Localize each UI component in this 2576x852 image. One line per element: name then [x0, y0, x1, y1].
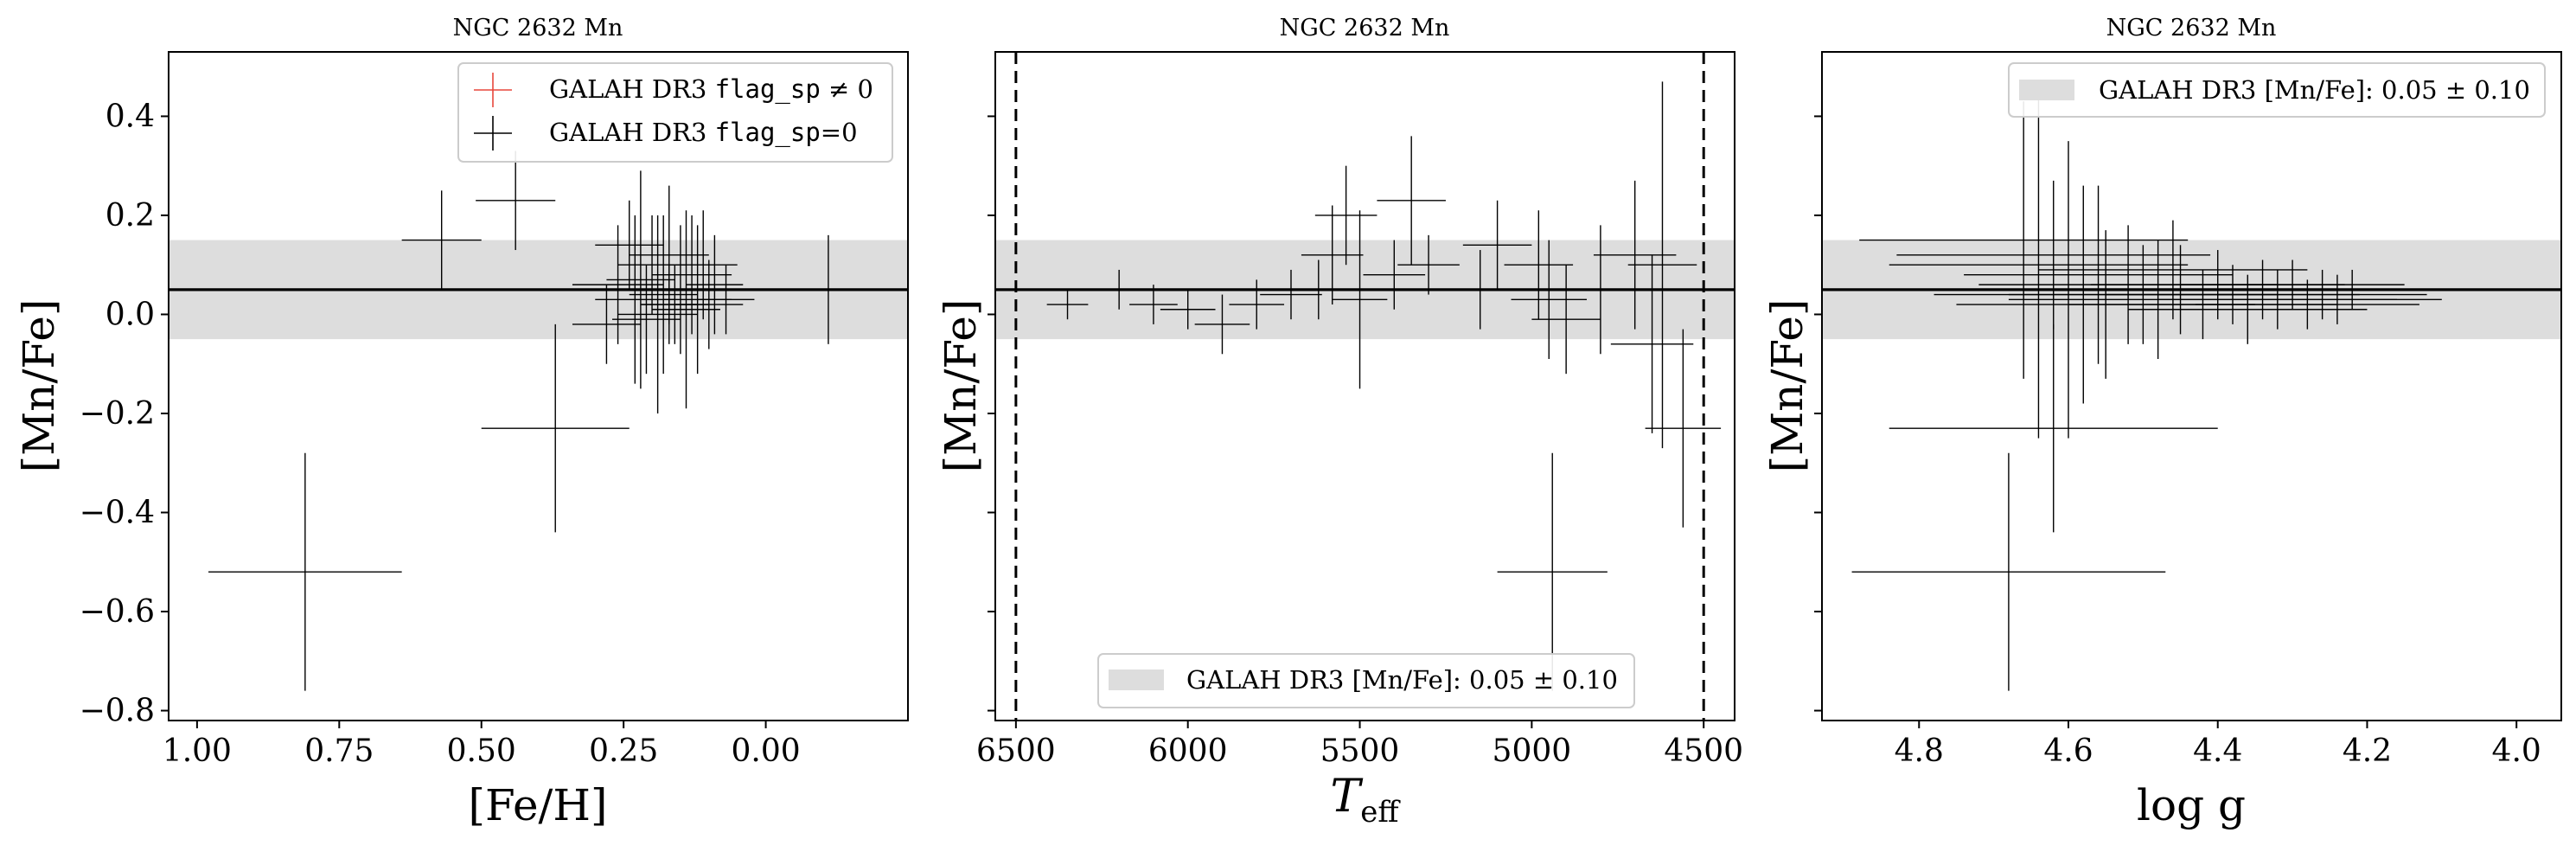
y-tick-label: 0.2 — [105, 198, 155, 234]
legend-marker-band — [2019, 80, 2074, 100]
data-point — [1610, 254, 1694, 433]
data-point — [1194, 294, 1250, 355]
y-axis-label: [Mn/Fe] — [1762, 299, 1812, 473]
legend-marker-flag-zero — [474, 116, 512, 151]
data-point — [1160, 289, 1216, 330]
x-tick-label: 4.8 — [1895, 733, 1944, 769]
data-point — [686, 234, 744, 335]
data-point — [1229, 279, 1285, 330]
x-tick-label: 6000 — [1148, 733, 1228, 769]
y-axis-label: [Mn/Fe] — [936, 299, 986, 473]
data-point — [1497, 452, 1608, 691]
legend: GALAH DR3 [Mn/Fe]: 0.05 ± 0.10 — [2008, 62, 2546, 118]
data-point — [1889, 91, 2189, 439]
data-point — [1504, 210, 1574, 320]
x-tick-label: 0.50 — [447, 733, 516, 769]
data-point — [640, 265, 698, 344]
x-tick-label: 4.2 — [2343, 733, 2392, 769]
x-tick-label: 1.00 — [163, 733, 232, 769]
data-point — [2128, 274, 2368, 344]
data-point — [1301, 205, 1364, 305]
panel-title: NGC 2632 Mn — [1280, 15, 1450, 42]
data-point — [2217, 269, 2427, 320]
data-point — [1531, 265, 1601, 375]
y-tick-label: −0.4 — [80, 496, 155, 531]
data-point — [572, 285, 641, 364]
data-point — [1260, 269, 1322, 320]
legend-box — [2008, 62, 2546, 118]
data-point — [481, 324, 630, 533]
data-point — [2195, 279, 2419, 330]
legend-entry-flag-zero: GALAH DR3 flag_sp=0 — [549, 118, 858, 148]
x-tick-label: 4.4 — [2193, 733, 2242, 769]
y-tick-label: −0.8 — [80, 694, 155, 729]
data-point — [617, 215, 698, 413]
x-tick-label: 5500 — [1320, 733, 1400, 769]
legend-marker-band — [1109, 669, 1164, 690]
y-axis-label: [Mn/Fe] — [14, 299, 64, 473]
x-tick-label: 0.25 — [589, 733, 658, 769]
plot-frame — [168, 51, 909, 721]
legend-entry-band: GALAH DR3 [Mn/Fe]: 0.05 ± 0.10 — [2099, 75, 2530, 105]
y-tick-label: −0.2 — [80, 396, 155, 432]
panel-title: NGC 2632 Mn — [2106, 15, 2277, 42]
legend: GALAH DR3 [Mn/Fe]: 0.05 ± 0.10 — [1097, 653, 1635, 708]
panel-teff: 6500 6000 5500 5000 4500 NGC 2632 Mn Teff [M… — [936, 15, 1743, 830]
data-point — [2180, 259, 2405, 310]
data-point — [1314, 165, 1377, 266]
data-point — [1896, 180, 2211, 330]
data-point — [1627, 81, 1697, 449]
data-point — [1046, 289, 1089, 320]
data-point — [1332, 210, 1388, 389]
data-point — [401, 190, 482, 290]
y-tick-label: 0.0 — [105, 297, 155, 332]
x-tick-label: 0.00 — [731, 733, 800, 769]
panel-feh: 1.00 0.75 0.50 0.25 0.00 0.4 0.2 0.0 −0.2 −0.4 −0.… — [14, 15, 909, 830]
data-point — [629, 215, 698, 375]
legend-entry-flag-nonzero: GALAH DR3 flag_sp ≠ 0 — [549, 74, 873, 105]
data-point — [1511, 240, 1587, 360]
data-point — [208, 452, 402, 691]
x-axis-label: [Fe/H] — [468, 780, 607, 830]
data-point — [1645, 329, 1722, 528]
data-point — [1859, 101, 2189, 379]
data-point — [606, 170, 675, 389]
data-point — [1462, 200, 1532, 290]
data-point — [1363, 240, 1426, 310]
legend-entry-band: GALAH DR3 [Mn/Fe]: 0.05 ± 0.10 — [1186, 665, 1618, 695]
plot-frame — [1821, 51, 2562, 721]
data-point — [1964, 185, 2233, 364]
data-point — [476, 151, 556, 251]
data-point — [595, 200, 664, 290]
data-point — [1889, 324, 2218, 533]
data-point — [1851, 452, 2166, 691]
data-point — [595, 215, 675, 384]
y-tick-label: −0.6 — [80, 594, 155, 630]
data-point — [1129, 285, 1178, 324]
data-point — [2233, 274, 2442, 324]
x-tick-label: 5000 — [1493, 733, 1572, 769]
panel-title: NGC 2632 Mn — [453, 15, 623, 42]
legend-box — [457, 62, 893, 163]
data-point — [652, 215, 732, 335]
x-tick-label: 4.6 — [2043, 733, 2093, 769]
x-tick-label: 6500 — [976, 733, 1056, 769]
data-point — [2038, 220, 2308, 320]
panel-logg: 4.8 4.6 4.4 4.2 4.0 NGC 2632 Mn log g [Mn/Fe… — [1762, 15, 2562, 830]
x-axis-label: Teff — [1331, 771, 1402, 830]
x-tick-label: 0.75 — [304, 733, 374, 769]
data-point — [1397, 234, 1460, 295]
x-tick-label: 4500 — [1664, 733, 1743, 769]
data-point — [1377, 136, 1446, 266]
legend-box — [1097, 653, 1635, 708]
x-axis-label: log g — [2137, 780, 2246, 830]
legend-marker-flag-nonzero — [474, 73, 512, 107]
legend: GALAH DR3 flag_sp ≠ 0 GALAH DR3 flag_sp=… — [457, 62, 893, 163]
plot-frame — [994, 51, 1735, 721]
x-tick-label: 4.0 — [2492, 733, 2541, 769]
y-tick-label: 0.4 — [105, 99, 155, 134]
data-point — [697, 265, 755, 335]
